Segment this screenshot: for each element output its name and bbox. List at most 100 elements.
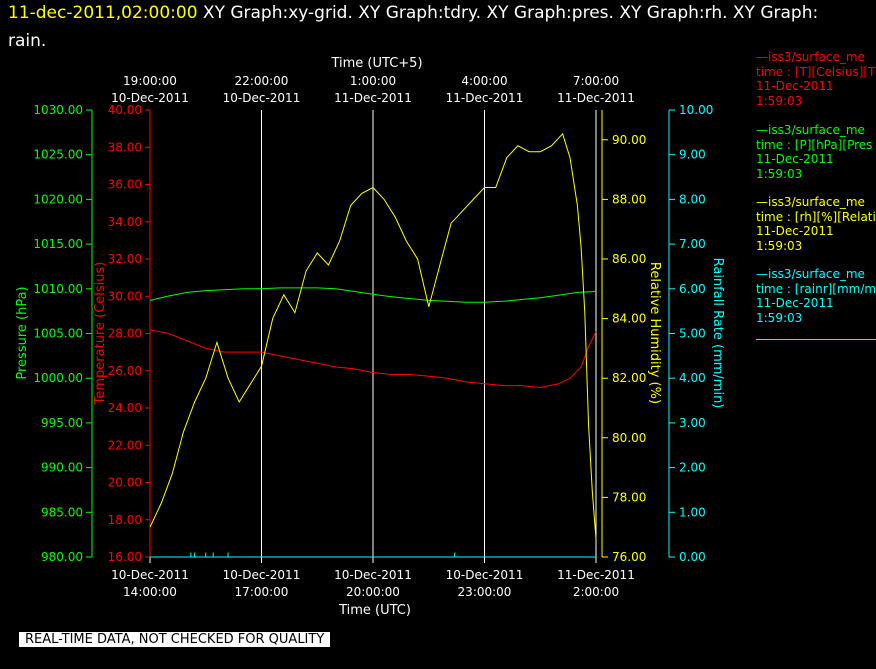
temperature-tick-label-10: 36.00 [108,178,142,192]
temperature-tick-label-1: 18.00 [108,513,142,527]
legend-divider [756,339,876,340]
bottom-tick-time-2: 20:00:00 [346,585,400,599]
pressure-tick-label-4: 1000.00 [33,371,83,385]
legend-humidity-time: 1:59:03 [756,238,803,253]
legend-humidity-source: —iss3/surface_me [756,195,865,209]
legend-temperature-time: 1:59:03 [756,93,803,108]
top-tick-date-1: 10-Dec-2011 [223,91,301,105]
temperature-axis-label: Temperature (Celsius) [93,262,108,406]
legend-rainfall-field: time : [rainr][mm/mi [756,281,876,296]
humidity-series-line [149,132,597,540]
pressure-tick-label-2: 990.00 [41,461,83,475]
pressure-tick-label-9: 1025.00 [33,148,83,162]
top-tick-date-3: 11-Dec-2011 [446,91,524,105]
top-axis-title: Time (UTC+5) [330,56,422,71]
temperature-tick-label-4: 24.00 [108,401,142,415]
pressure-tick-label-1: 985.00 [41,505,83,519]
bottom-tick-date-0: 10-Dec-2011 [111,568,189,582]
humidity-tick-label-7: 90.00 [612,133,646,147]
legend-temperature-source: —iss3/surface_me [756,50,865,64]
top-tick-time-1: 22:00:00 [235,74,289,88]
top-tick-date-4: 11-Dec-2011 [557,91,635,105]
bottom-tick-time-4: 2:00:00 [573,585,619,599]
pressure-tick-label-5: 1005.00 [33,327,83,341]
top-tick-time-0: 19:00:00 [123,74,177,88]
bottom-tick-date-4: 11-Dec-2011 [557,568,635,582]
legend-pressure-time: 1:59:03 [756,166,803,181]
humidity-tick-label-0: 76.00 [612,550,646,564]
pressure-tick-label-0: 980.00 [41,550,83,564]
humidity-tick-label-1: 78.00 [612,490,646,504]
legend-rainfall-date: 11-Dec-2011 [756,296,834,310]
legend-humidity: —iss3/surface_me time : [rh][%][Relati 1… [756,195,876,253]
legend-rainfall: —iss3/surface_me time : [rainr][mm/mi 11… [756,267,876,325]
graph-list-continued: rain. [8,31,47,51]
legend-humidity-date: 11-Dec-2011 [756,224,834,238]
legend-rainfall-source: —iss3/surface_me [756,267,865,281]
humidity-tick-label-4: 84.00 [612,312,646,326]
temperature-tick-label-6: 28.00 [108,327,142,341]
humidity-axis-label: Relative Humidity (%) [647,262,662,404]
humidity-tick-label-3: 82.00 [612,371,646,385]
quality-notice: REAL-TIME DATA, NOT CHECKED FOR QUALITY [19,632,331,647]
rainfall-tick-label-6: 6.00 [679,282,706,296]
graph-list: XY Graph:xy-grid. XY Graph:tdry. XY Grap… [197,3,819,23]
pressure-tick-label-7: 1015.00 [33,237,83,251]
bottom-tick-time-1: 17:00:00 [235,585,289,599]
rainfall-tick-label-9: 9.00 [679,148,706,162]
bottom-axis-title: Time (UTC) [338,603,411,618]
legend-temperature: —iss3/surface_me time : [T][Celsius][T 1… [756,50,875,108]
legend-pressure-date: 11-Dec-2011 [756,152,834,166]
rainfall-tick-label-5: 5.00 [679,327,706,341]
pressure-tick-label-6: 1010.00 [33,282,83,296]
rainfall-tick-label-10: 10.00 [679,103,713,117]
rainfall-tick-label-0: 0.00 [679,550,706,564]
temperature-tick-label-9: 34.00 [108,215,142,229]
timestamp: 11-dec-2011,02:00:00 [8,3,198,23]
temperature-tick-label-2: 20.00 [108,476,142,490]
humidity-tick-label-5: 86.00 [612,252,646,266]
pressure-series-line [149,287,597,303]
humidity-tick-label-2: 80.00 [612,431,646,445]
rainfall-tick-label-8: 8.00 [679,192,706,206]
pressure-tick-label-10: 1030.00 [33,103,83,117]
bottom-tick-date-1: 10-Dec-2011 [223,568,301,582]
temperature-tick-label-0: 16.00 [108,550,142,564]
temperature-tick-label-8: 32.00 [108,252,142,266]
bottom-tick-time-0: 14:00:00 [123,585,177,599]
top-tick-time-2: 1:00:00 [350,74,396,88]
rainfall-tick-label-7: 7.00 [679,237,706,251]
legend-pressure: —iss3/surface_me time : [P][hPa][Pres 11… [756,123,872,181]
top-tick-time-3: 4:00:00 [461,74,507,88]
top-tick-time-4: 7:00:00 [573,74,619,88]
legend-pressure-source: —iss3/surface_me [756,123,865,137]
temperature-tick-label-3: 22.00 [108,438,142,452]
legend-pressure-field: time : [P][hPa][Pres [756,137,873,152]
bottom-tick-date-2: 10-Dec-2011 [334,568,412,582]
pressure-tick-label-3: 995.00 [41,416,83,430]
rainfall-tick-label-4: 4.00 [679,371,706,385]
title-line-1: 11-dec-2011,02:00:00 XY Graph:xy-grid. X… [8,3,818,23]
title-line-2: rain. [8,31,46,51]
rainfall-tick-label-1: 1.00 [679,505,706,519]
legend-temperature-field: time : [T][Celsius][T [756,64,876,79]
temperature-tick-label-11: 38.00 [108,140,142,154]
rainfall-axis-label: Rainfall Rate (mm/min) [710,258,725,409]
temperature-tick-label-5: 26.00 [108,364,142,378]
top-tick-date-0: 10-Dec-2011 [111,91,189,105]
pressure-axis-label: Pressure (hPa) [15,286,30,379]
temperature-tick-label-12: 40.00 [108,103,142,117]
bottom-tick-date-3: 10-Dec-2011 [446,568,524,582]
temperature-series-line [149,329,597,389]
legend-temperature-date: 11-Dec-2011 [756,79,834,93]
rainfall-tick-label-3: 3.00 [679,416,706,430]
pressure-tick-label-8: 1020.00 [33,192,83,206]
bottom-tick-time-3: 23:00:00 [458,585,512,599]
humidity-tick-label-6: 88.00 [612,192,646,206]
legend-rainfall-time: 1:59:03 [756,310,803,325]
legend-humidity-field: time : [rh][%][Relati [756,209,876,224]
temperature-tick-label-7: 30.00 [108,289,142,303]
rainfall-tick-label-2: 2.00 [679,461,706,475]
top-tick-date-2: 11-Dec-2011 [334,91,412,105]
